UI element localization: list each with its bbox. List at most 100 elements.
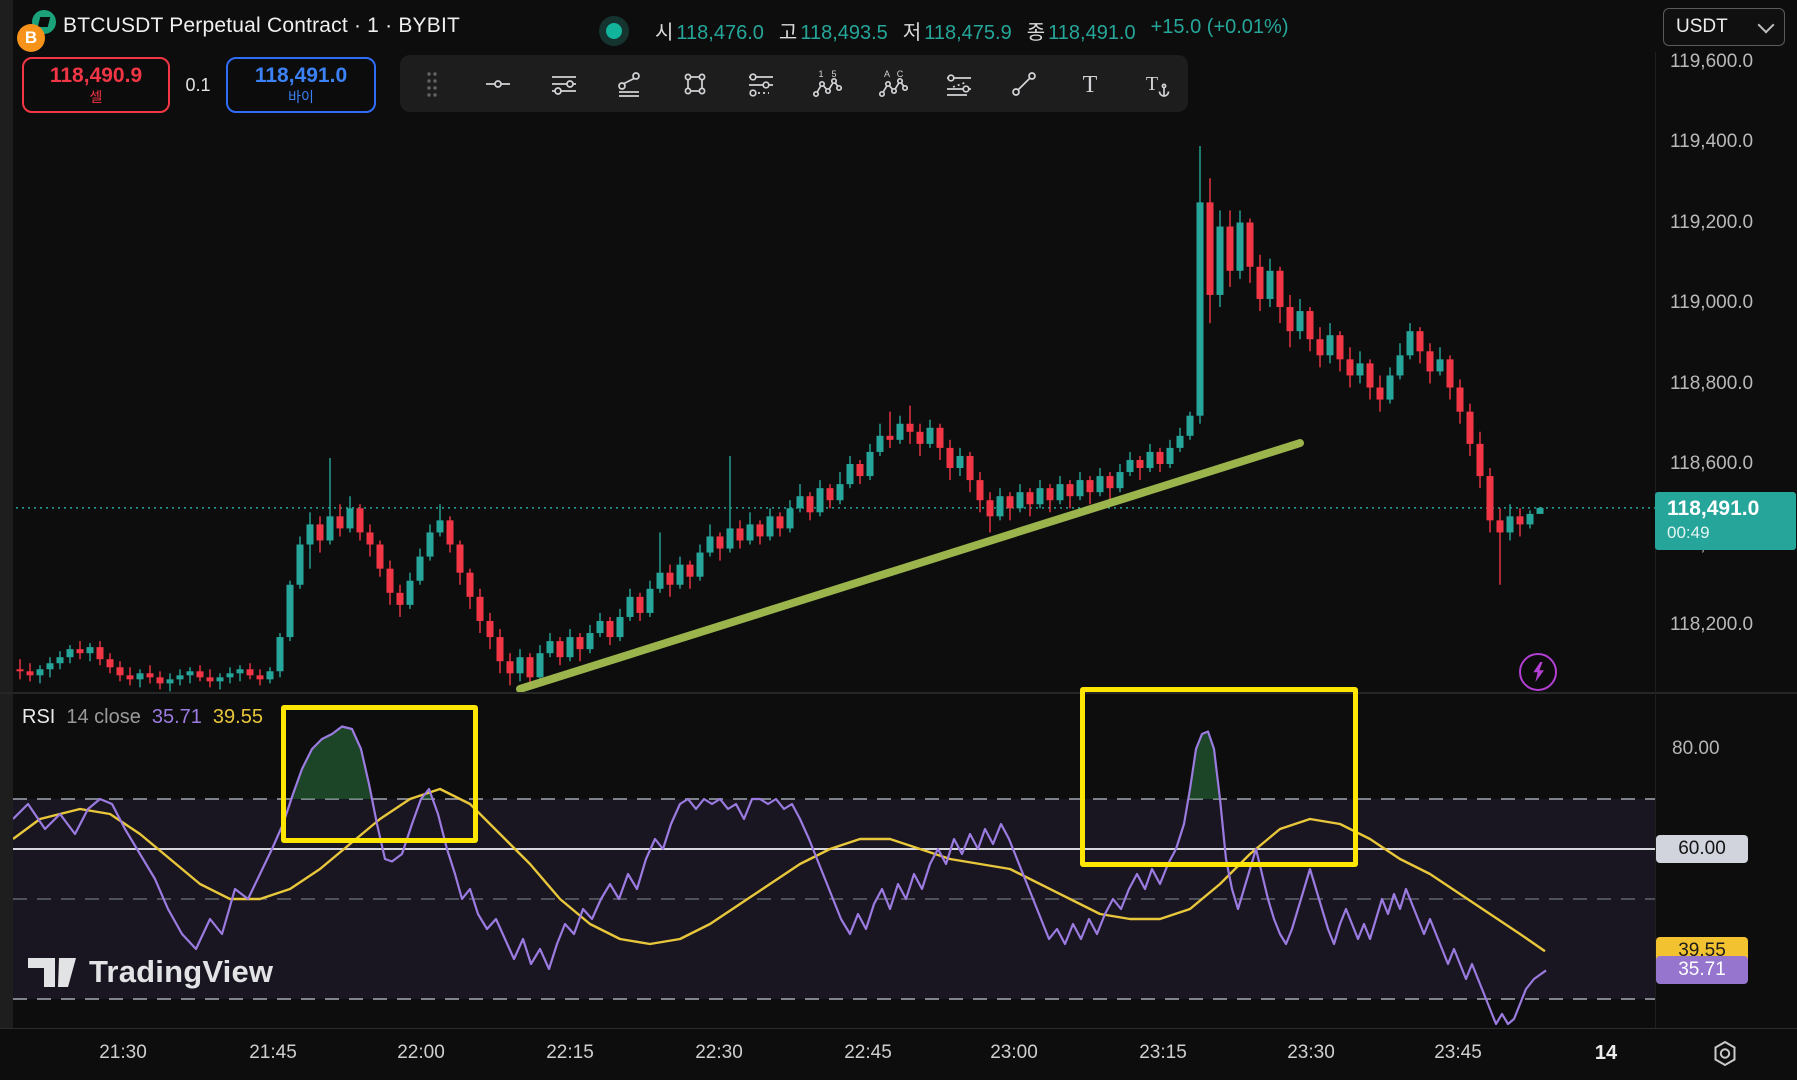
toolbar-tool-trend-line[interactable]: [1008, 68, 1040, 100]
text-icon: T: [1083, 72, 1098, 98]
low-label: 저: [902, 22, 922, 44]
time-tick-22-30: 22:30: [695, 1042, 743, 1063]
quick-trade-button[interactable]: [1519, 653, 1557, 691]
highlight-box-2[interactable]: [1080, 687, 1358, 867]
rsi-overbought-fill-3: [1188, 731, 1220, 799]
time-axis[interactable]: 21:30 21:45 22:00 22:15 22:30 22:45 23:00 23:15…: [0, 1028, 1797, 1080]
left-edge-strip: [0, 0, 13, 1080]
toolbar-tool-flat-channel[interactable]: [943, 68, 975, 100]
sell-label: 셀: [89, 88, 103, 105]
chart-canvas[interactable]: [0, 0, 1655, 1028]
tradingview-logo-icon: [28, 958, 76, 987]
rsi-indicator-header[interactable]: RSI 14 close 35.71 39.55: [22, 706, 263, 729]
sell-price: 118,490.9: [49, 64, 143, 88]
parallel-lines-icon: [551, 75, 576, 95]
high-value: 118,493.5: [800, 22, 888, 44]
ohlc-row: 시 118,476.0 고 118,493.5 저 118,475.9 종 118,49…: [655, 16, 1289, 45]
price-tick-118200: 118,200.0: [1670, 614, 1754, 635]
spread-value: 0.1: [185, 75, 211, 95]
rsi-ma-current-value: 39.55: [212, 706, 263, 728]
svg-text:5: 5: [831, 69, 836, 79]
toolbar-tool-anchored-text[interactable]: T: [1140, 68, 1172, 100]
time-tick-21-30: 21:30: [99, 1042, 147, 1063]
rectangle-icon: [684, 73, 706, 94]
lightning-icon: [1533, 662, 1544, 682]
sell-button[interactable]: 118,490.9 셀: [22, 57, 170, 113]
price-tick-119600: 119,600.0: [1670, 50, 1754, 72]
toolbar-drag-handle[interactable]: [416, 68, 448, 100]
close-label: 종: [1026, 22, 1046, 44]
price-tick-118600: 118,600.0: [1670, 453, 1754, 474]
last-price-value: 118,491.0: [1667, 496, 1760, 520]
market-status-icon: [599, 16, 629, 46]
time-tick-22-45: 22:45: [844, 1042, 892, 1063]
svg-text:T: T: [1146, 73, 1158, 95]
buy-price: 118,491.0: [254, 64, 348, 88]
flat-channel-icon: [946, 73, 971, 96]
high-label: 고: [778, 22, 798, 44]
candlestick-series[interactable]: [16, 146, 1544, 692]
rsi-badge-35-71: 35.71: [1656, 956, 1748, 985]
horizontal-line-icon: [485, 79, 510, 88]
toolbar-tool-text[interactable]: T: [1074, 68, 1106, 100]
close-value: 118,491.0: [1048, 22, 1136, 44]
svg-text:1: 1: [818, 69, 823, 79]
tradingview-watermark: TradingView: [28, 953, 273, 991]
rsi-line: [12, 725, 1547, 1026]
rsi-params: 14 close: [66, 706, 141, 728]
svg-text:T: T: [1083, 72, 1098, 98]
svg-text:C: C: [896, 69, 903, 79]
rsi-tick-80: 80.00: [1672, 738, 1720, 759]
price-tick-119400: 119,400.0: [1670, 131, 1754, 152]
time-tick-23-45: 23:45: [1434, 1042, 1482, 1063]
toolbar-tool-parallel-channel[interactable]: [745, 68, 777, 100]
low-value: 118,475.9: [924, 22, 1012, 44]
open-value: 118,476.0: [676, 22, 764, 44]
trendline-drawing[interactable]: [516, 439, 1304, 693]
svg-text:A: A: [884, 69, 890, 79]
trend-line-icon: [1012, 71, 1037, 96]
price-tick-119000: 119,000.0: [1670, 292, 1754, 313]
time-tick-21-45: 21:45: [249, 1042, 297, 1063]
toolbar-tool-parallel-lines[interactable]: [548, 68, 580, 100]
rsi-current-value: 35.71: [151, 706, 202, 728]
time-tick-23-00: 23:00: [990, 1042, 1038, 1063]
open-label: 시: [655, 22, 674, 44]
bar-countdown: 00:49: [1667, 522, 1710, 542]
polyline-points-icon: [618, 71, 641, 97]
parallel-channel-icon: [749, 72, 774, 97]
buy-label: 바이: [288, 88, 314, 105]
time-tick-22-15: 22:15: [546, 1042, 594, 1063]
price-tick-119200: 119,200.0: [1670, 211, 1754, 233]
time-tick-day-14: 14: [1594, 1042, 1618, 1064]
axis-settings-icon[interactable]: [1706, 1039, 1744, 1071]
currency-dropdown[interactable]: USDT: [1663, 8, 1785, 46]
rsi-name: RSI: [22, 706, 56, 728]
time-tick-22-00: 22:00: [397, 1042, 445, 1063]
toolbar-tool-rectangle[interactable]: [679, 68, 711, 100]
price-tick-118800: 118,800.0: [1670, 372, 1754, 394]
currency-value: USDT: [1676, 16, 1728, 37]
toolbar-tool-polyline-points[interactable]: [613, 68, 645, 100]
highlight-box-1[interactable]: [281, 705, 478, 843]
watermark-text: TradingView: [89, 954, 274, 989]
chevron-down-icon: [1757, 16, 1775, 33]
toolbar-tool-horizontal-line[interactable]: [482, 68, 514, 100]
buy-button[interactable]: 118,491.0 바이: [226, 57, 376, 113]
time-tick-23-30: 23:30: [1287, 1042, 1335, 1063]
pane-separator[interactable]: [0, 692, 1797, 694]
bitcoin-icon: B: [17, 24, 45, 52]
time-tick-23-15: 23:15: [1139, 1042, 1187, 1063]
anchored-text-icon: T: [1146, 73, 1170, 97]
symbol-title[interactable]: BTCUSDT Perpetual Contract · 1 · BYBIT: [63, 14, 461, 37]
last-price-tag: 118,491.0 00:49: [1655, 491, 1796, 550]
change-value: +15.0 (+0.01%): [1150, 16, 1289, 38]
rsi-ma-line: [12, 787, 1546, 953]
rsi-badge-60-00: 60.00: [1656, 835, 1748, 863]
